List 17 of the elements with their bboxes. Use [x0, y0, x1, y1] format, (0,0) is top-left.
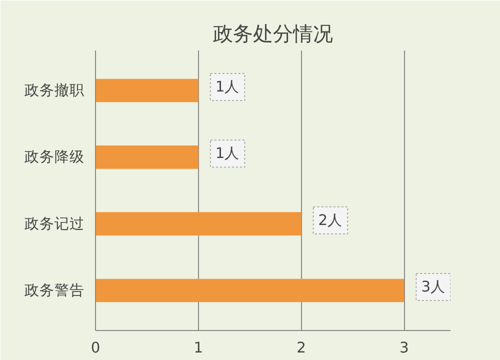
y-tick-label: 政务撤职 [24, 82, 84, 99]
bar [96, 278, 404, 302]
y-tick-label: 政务警告 [24, 282, 84, 299]
data-label: 3人 [421, 278, 446, 296]
data-label: 2人 [318, 212, 343, 229]
x-tick-label: 3 [400, 340, 409, 356]
chart-title: 政务处分情况 [213, 22, 333, 46]
y-tick-label: 政务降级 [24, 148, 84, 166]
bar [96, 146, 198, 169]
x-tick-label: 1 [194, 340, 204, 356]
x-tick-label: 2 [296, 340, 306, 356]
x-tick-label: 0 [90, 340, 100, 356]
y-tick-label: 政务记过 [24, 215, 84, 232]
bar [96, 212, 302, 236]
bar [96, 78, 198, 102]
data-label: 1人 [215, 78, 240, 96]
data-label: 1人 [215, 145, 240, 162]
